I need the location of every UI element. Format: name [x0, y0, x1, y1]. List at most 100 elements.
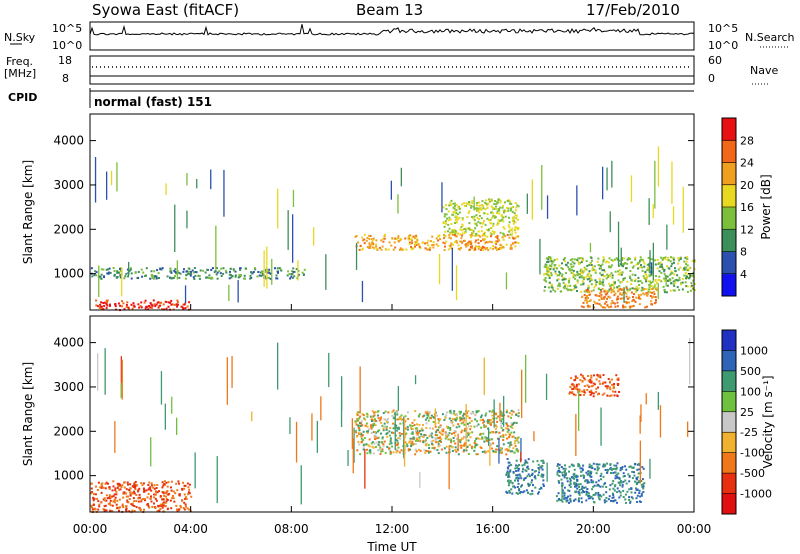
data-cell [663, 291, 666, 294]
data-cell [362, 443, 365, 446]
data-cell [488, 419, 491, 422]
data-cell [529, 493, 532, 496]
data-cell [114, 305, 117, 308]
data-cell [461, 232, 464, 235]
data-cell [492, 450, 495, 452]
data-cell [619, 297, 622, 300]
data-streak [277, 188, 279, 229]
data-cell [428, 246, 431, 249]
data-cell [459, 412, 462, 415]
data-cell [625, 285, 628, 288]
data-cell [578, 491, 581, 494]
data-cell [660, 256, 663, 259]
data-cell [416, 241, 419, 243]
data-cell [499, 410, 502, 413]
data-cell [489, 419, 492, 422]
data-cell [523, 490, 526, 493]
data-cell [498, 431, 501, 434]
data-cell [587, 304, 590, 307]
data-cell [143, 498, 146, 500]
cpid-text: normal (fast) 151 [94, 95, 212, 109]
data-cell [509, 425, 512, 428]
data-cell [484, 201, 487, 204]
data-cell [565, 499, 568, 502]
data-cell [597, 467, 600, 470]
data-streak [120, 356, 122, 387]
data-cell [458, 248, 461, 251]
data-cell [626, 297, 629, 300]
data-cell [500, 447, 502, 450]
data-cell [685, 263, 687, 266]
data-cell [582, 283, 585, 286]
data-cell [613, 464, 616, 467]
data-cell [628, 498, 631, 501]
data-cell [484, 208, 487, 211]
data-cell [570, 266, 573, 269]
data-streak [648, 198, 650, 225]
data-cell [169, 270, 172, 273]
data-cell [184, 496, 187, 499]
data-streak [657, 146, 660, 187]
data-cell [561, 471, 564, 474]
data-cell [506, 466, 509, 469]
data-cell [397, 237, 400, 239]
data-cell [396, 411, 399, 414]
data-cell [220, 275, 223, 277]
data-cell [466, 415, 469, 418]
data-cell [499, 414, 502, 417]
data-cell [527, 491, 530, 494]
data-cell [371, 410, 374, 413]
data-cell [441, 413, 444, 416]
data-cell [648, 274, 651, 277]
data-cell [600, 296, 603, 299]
data-cell [130, 277, 133, 280]
data-cell [571, 383, 574, 386]
data-cell [618, 490, 621, 493]
data-streak [394, 411, 396, 451]
data-cell [130, 503, 133, 506]
data-cell [487, 419, 489, 422]
data-cell [593, 268, 596, 271]
data-cell [549, 264, 552, 267]
data-cell [413, 419, 416, 422]
data-cell [184, 277, 187, 280]
data-cell [545, 273, 548, 276]
data-cell [111, 489, 114, 492]
data-cell [404, 441, 407, 444]
data-cell [484, 437, 487, 440]
data-cell [157, 306, 160, 309]
data-cell [524, 459, 527, 462]
data-cell [552, 289, 555, 292]
data-cell [379, 448, 381, 451]
data-cell [585, 499, 588, 502]
data-cell [614, 292, 617, 295]
data-cell [468, 421, 471, 424]
data-streak [623, 289, 625, 303]
data-cell [494, 428, 497, 431]
data-cell [540, 473, 543, 476]
data-cell [131, 307, 134, 310]
data-cell [616, 286, 619, 289]
data-cell [622, 475, 625, 478]
data-cell [514, 245, 517, 248]
data-cell [456, 241, 459, 244]
data-cell [617, 279, 620, 282]
data-cell [437, 452, 440, 455]
data-cell [670, 256, 672, 259]
data-cell [578, 465, 581, 468]
data-cell [90, 267, 93, 270]
data-cell [464, 239, 466, 242]
data-cell [290, 273, 293, 276]
data-cell [586, 275, 589, 278]
data-streak [121, 267, 123, 297]
data-cell [107, 502, 110, 505]
data-cell [644, 277, 647, 280]
data-cell [578, 485, 581, 488]
data-cell [216, 267, 218, 270]
data-cell [597, 493, 600, 496]
data-cell [486, 440, 489, 443]
data-cell [563, 476, 566, 479]
data-cell [463, 202, 466, 205]
data-cell [128, 510, 131, 513]
data-cell [389, 439, 392, 442]
